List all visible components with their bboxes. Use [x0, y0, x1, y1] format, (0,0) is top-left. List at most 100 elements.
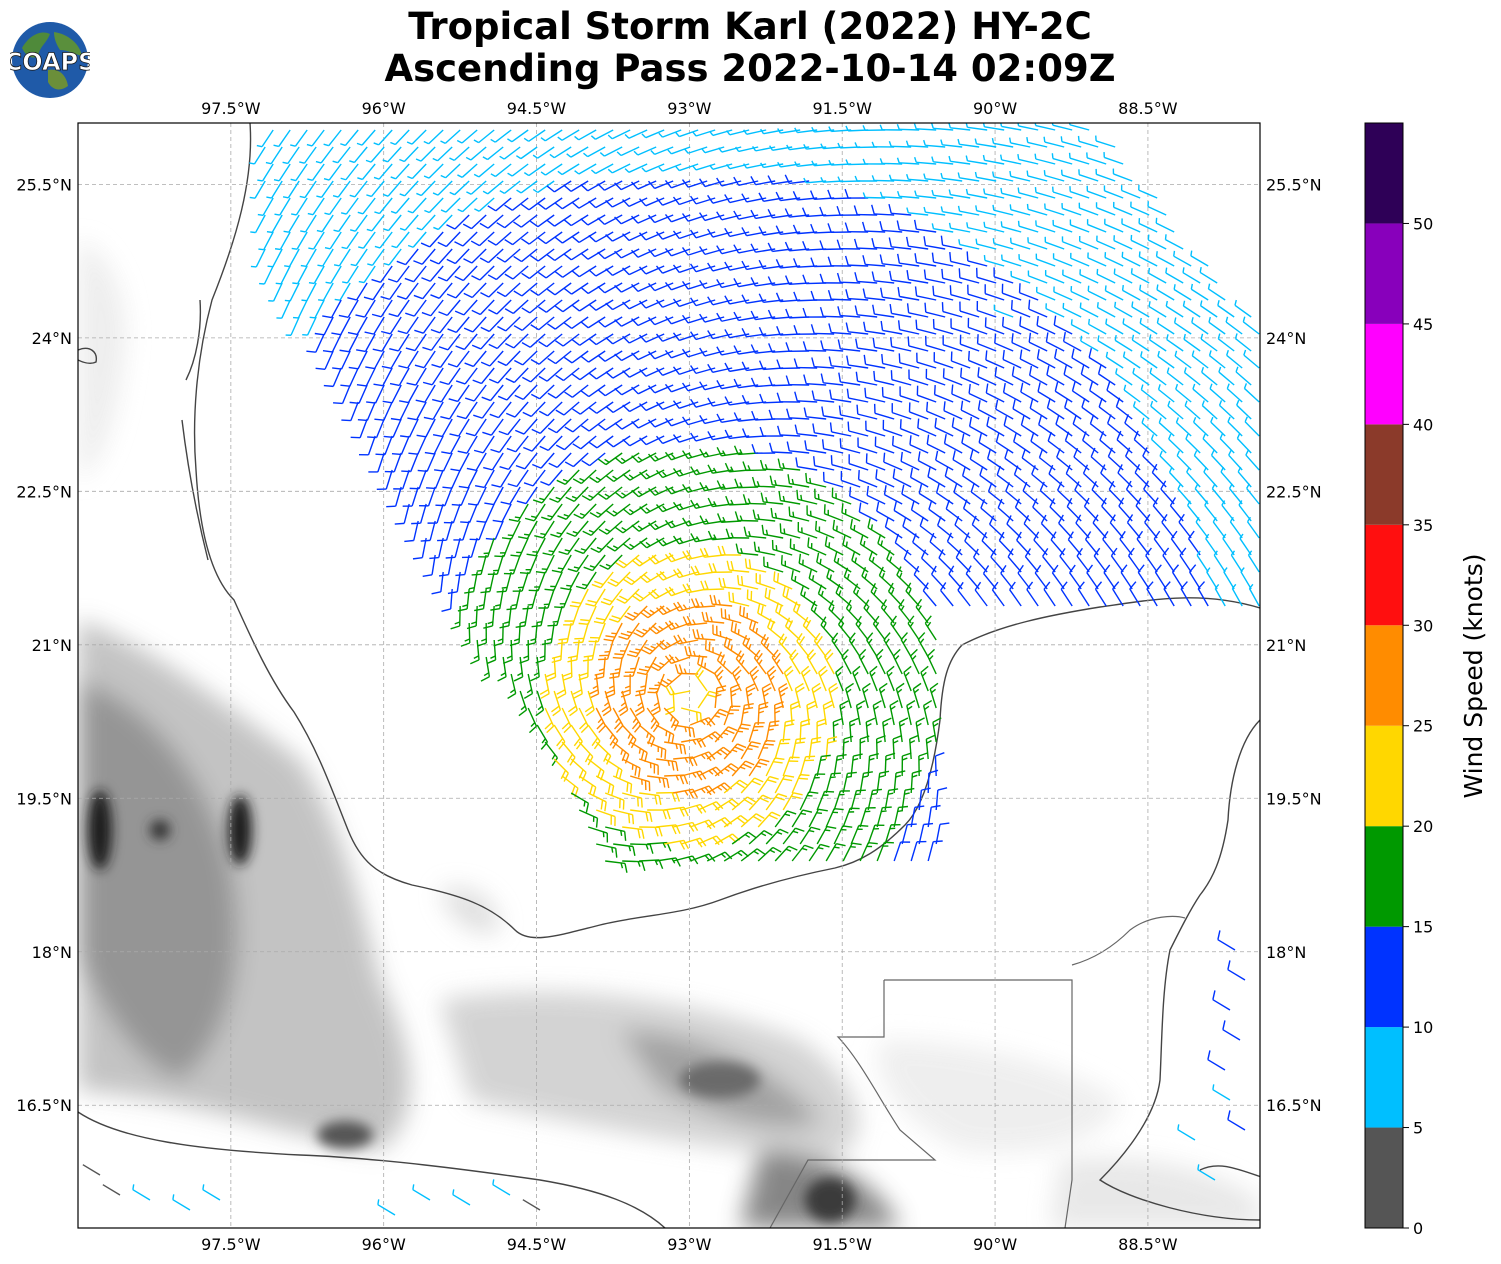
wind-barb	[497, 316, 521, 332]
wind-barb	[872, 700, 882, 726]
wind-barb	[488, 367, 512, 384]
wind-barb	[1038, 448, 1056, 471]
wind-barb	[907, 336, 929, 352]
wind-barb	[828, 323, 852, 335]
wind-barb	[368, 452, 385, 473]
wind-barb	[1131, 334, 1150, 352]
wind-barb	[905, 140, 929, 148]
wind-barb	[873, 370, 895, 386]
wind-barb	[484, 486, 504, 506]
wind-barb	[266, 214, 283, 234]
wind-barb	[437, 231, 461, 248]
wind-barb	[757, 811, 781, 828]
wind-barb	[879, 254, 903, 267]
wind-barb	[975, 238, 997, 250]
wind-barb	[500, 486, 521, 505]
wind-barb	[787, 474, 810, 488]
lon-tick-label-top-4: 91.5°W	[812, 99, 872, 118]
wind-barb	[681, 416, 708, 426]
wind-barb	[701, 146, 725, 154]
wind-barb	[480, 656, 491, 682]
wind-barb	[514, 384, 538, 401]
wind-barb	[1121, 218, 1141, 233]
wind-barb	[1088, 348, 1107, 369]
wind-barb	[825, 772, 841, 794]
wind-barb	[780, 555, 801, 573]
wind-barb	[888, 203, 912, 216]
wind-barb	[882, 419, 903, 437]
wind-barb	[1167, 400, 1184, 420]
wind-barb	[884, 517, 903, 539]
wind-barb	[1030, 432, 1048, 454]
wind-barb	[623, 571, 648, 586]
wind-barb	[1173, 250, 1192, 267]
wind-barb	[605, 826, 627, 841]
wind-barb	[648, 622, 674, 635]
wind-barb	[1026, 203, 1048, 216]
wind-barb	[1222, 533, 1235, 556]
wind-barb	[900, 451, 920, 471]
wind-barb	[567, 554, 589, 573]
wind-barb	[841, 648, 852, 675]
wind-barb	[692, 628, 716, 641]
wind-barb	[914, 190, 937, 199]
wind-barb	[684, 646, 708, 658]
wind-barb	[675, 163, 699, 172]
logo-text: COAPS	[10, 48, 90, 76]
wind-barb	[483, 452, 504, 471]
wind-barb	[823, 649, 835, 675]
lat-tick-label-left-1: 24°N	[32, 329, 72, 348]
wind-barb	[259, 265, 274, 285]
wind-barb	[699, 279, 725, 289]
wind-barb	[647, 452, 674, 462]
wind-barb	[349, 180, 368, 198]
wind-barb	[1138, 251, 1158, 267]
wind-barb	[538, 367, 563, 382]
wind-barb	[734, 478, 759, 489]
wind-barb	[481, 384, 504, 402]
wind-barb	[1034, 123, 1056, 131]
wind-barb	[1071, 348, 1090, 369]
wind-barb	[291, 197, 308, 216]
wind-barb	[438, 299, 461, 316]
wind-barb	[1133, 430, 1150, 454]
wind-barb	[538, 299, 563, 313]
wind-barb	[487, 554, 504, 576]
wind-barb	[743, 129, 767, 135]
wind-barb	[760, 128, 784, 135]
wind-barb	[865, 453, 886, 471]
wind-barb	[405, 333, 427, 352]
wind-barb	[473, 435, 495, 454]
wind-barb	[863, 354, 886, 369]
wind-barb	[427, 503, 444, 524]
wind-barb	[372, 333, 393, 352]
wind-barb	[897, 287, 920, 301]
wind-barb	[1139, 284, 1158, 301]
wind-barb	[757, 846, 782, 862]
wind-barb	[376, 469, 393, 491]
wind-barb	[1027, 237, 1048, 250]
wind-barb	[905, 582, 920, 607]
wind-barb	[561, 707, 572, 734]
wind-barb	[845, 322, 869, 335]
wind-barb	[621, 758, 641, 778]
wind-barb	[1028, 299, 1048, 318]
wind-barb	[432, 418, 453, 438]
wind-barb	[846, 388, 869, 403]
wind-barb	[408, 435, 427, 455]
wind-barb	[1235, 366, 1252, 386]
wind-barb	[1001, 283, 1022, 301]
wind-barb	[1217, 333, 1235, 352]
wind-barb	[630, 248, 657, 258]
wind-barb	[621, 792, 643, 808]
wind-barb	[1158, 417, 1175, 437]
wind-barb	[530, 282, 555, 296]
wind-barb	[455, 367, 478, 385]
wind-barb	[580, 350, 606, 363]
wind-barb	[1089, 414, 1107, 437]
wind-barb	[1001, 254, 1022, 267]
wind-barb	[751, 410, 776, 421]
wind-barb	[814, 520, 835, 539]
wind-barb	[1192, 417, 1209, 437]
